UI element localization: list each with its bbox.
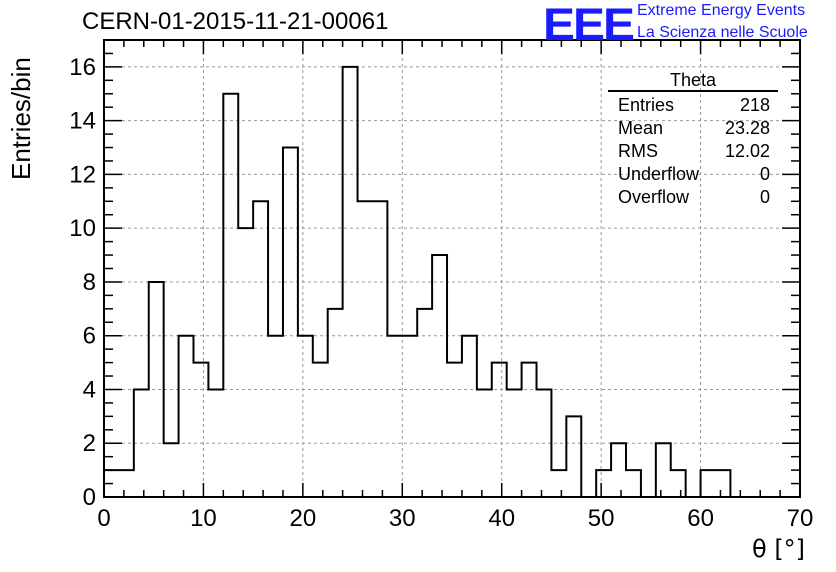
- stats-value: 23.28: [724, 118, 770, 138]
- stats-label: Overflow: [618, 187, 690, 207]
- x-tick-label: 50: [588, 505, 615, 532]
- logo-line2: La Scienza nelle Scuole: [637, 24, 808, 41]
- y-tick-label: 4: [83, 376, 96, 403]
- x-tick-label: 0: [97, 505, 110, 532]
- stats-row-overflow: Overflow 0: [608, 186, 778, 209]
- stats-label: Underflow: [618, 164, 700, 184]
- stats-box: Theta Entries 218 Mean 23.28 RMS 12.02 U…: [608, 70, 778, 209]
- stats-value: 218: [739, 95, 770, 115]
- histogram-outline: [103, 65, 800, 498]
- stats-row-entries: Entries 218: [608, 94, 778, 117]
- y-tick-label: 2: [83, 430, 96, 457]
- eee-logo: EEE: [543, 0, 635, 51]
- stats-label: Mean: [618, 118, 664, 138]
- y-tick-label: 14: [69, 108, 96, 135]
- stats-label: Entries: [618, 95, 675, 115]
- y-axis-label: Entries/bin: [6, 57, 36, 180]
- grid-lines: [104, 40, 800, 497]
- run-title: CERN-01-2015-11-21-00061: [82, 8, 389, 35]
- stats-label: RMS: [618, 141, 658, 161]
- x-tick-labels: 0 10 20 30 40 50 60 70: [97, 505, 813, 532]
- x-tick-label: 40: [488, 505, 515, 532]
- y-tick-labels: 0 2 4 6 8 10 12 14 16: [69, 54, 96, 511]
- stats-row-rms: RMS 12.02: [608, 140, 778, 163]
- x-tick-label: 10: [190, 505, 217, 532]
- stats-value: 0: [759, 164, 770, 184]
- logo-line1: Extreme Energy Events: [637, 2, 806, 19]
- y-tick-label: 0: [83, 484, 96, 511]
- y-tick-label: 8: [83, 269, 96, 296]
- x-tick-label: 20: [290, 505, 317, 532]
- y-tick-label: 10: [69, 215, 96, 242]
- x-axis-label: θ [°]: [752, 535, 806, 563]
- y-tick-label: 12: [69, 161, 96, 188]
- x-tick-label: 30: [389, 505, 416, 532]
- stats-row-underflow: Underflow 0: [608, 163, 778, 186]
- stats-value: 0: [759, 187, 770, 207]
- stats-row-mean: Mean 23.28: [608, 117, 778, 140]
- x-tick-label: 60: [687, 505, 714, 532]
- y-tick-label: 16: [69, 54, 96, 81]
- stats-value: 12.02: [724, 141, 770, 161]
- stats-name: Theta: [608, 70, 778, 92]
- x-tick-label: 70: [787, 505, 814, 532]
- y-tick-label: 6: [83, 323, 96, 350]
- axis-ticks: [103, 39, 801, 498]
